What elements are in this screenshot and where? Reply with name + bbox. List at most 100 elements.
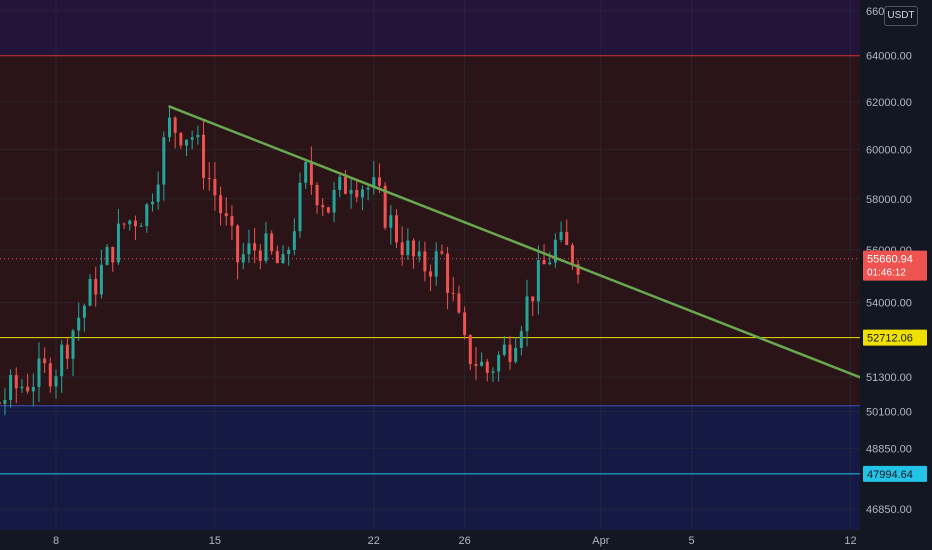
candle-body-up <box>338 176 342 191</box>
zone-middle <box>0 55 860 406</box>
price-tag-layer: 55660.94 01:46:12 52712.06 47994.64 <box>863 250 927 482</box>
candle-body-down <box>423 251 427 272</box>
candle-body-down <box>446 253 450 293</box>
candle-body-down <box>258 250 262 261</box>
price-tick-label: 51300.00 <box>866 372 912 384</box>
candle-body-down <box>133 220 137 227</box>
candle-body-down <box>224 213 228 217</box>
candle-body-up <box>264 233 268 261</box>
candle-body-up <box>105 246 109 265</box>
candle-body-up <box>434 251 438 277</box>
candle-body-up <box>82 305 86 318</box>
candle-body-up <box>332 190 336 213</box>
candle-body-up <box>247 243 251 255</box>
candle-body-up <box>298 182 302 232</box>
time-axis[interactable]: 8 15 22 26 Apr 5 12 <box>0 530 860 550</box>
price-tick-label: 64000.00 <box>866 51 912 63</box>
time-axis-panel <box>0 530 860 550</box>
candle-body-up <box>525 296 529 332</box>
yellow-level-tag: 52712.06 <box>863 329 927 346</box>
price-tick-label: 58000.00 <box>866 194 912 206</box>
candle-body-up <box>372 177 376 188</box>
candle-body-up <box>514 347 518 362</box>
candle-body-up <box>406 240 410 256</box>
candle-body-down <box>111 246 115 263</box>
candle-body-up <box>60 344 64 377</box>
candle-body-up <box>349 189 353 194</box>
candle-body-down <box>207 177 211 179</box>
time-tick-label: 15 <box>209 535 221 547</box>
candle-body-down <box>576 264 580 275</box>
candle-body-up <box>150 201 154 205</box>
candle-body-down <box>270 233 274 252</box>
candle-body-up <box>77 317 81 331</box>
candle-body-up <box>480 361 484 366</box>
candle-body-down <box>457 293 461 313</box>
price-tick-label: 60000.00 <box>866 145 912 157</box>
price-tick-label: 50100.00 <box>866 407 912 419</box>
candle-body-down <box>309 161 313 185</box>
candle-body-up <box>168 117 171 138</box>
candle-body-up <box>116 223 120 263</box>
candle-body-up <box>128 220 132 225</box>
candle-body-up <box>99 264 103 295</box>
candle-body-down <box>531 296 535 302</box>
candle-body-down <box>253 243 257 251</box>
currency-badge[interactable]: USDT <box>884 6 918 26</box>
time-tick-label: 22 <box>368 535 380 547</box>
candle-body-up <box>360 189 364 198</box>
candle-body-down <box>355 189 359 198</box>
candle-layer <box>0 106 580 416</box>
candle-body-up <box>196 134 200 138</box>
candle-body-up <box>536 260 540 302</box>
price-tick-label: 54000.00 <box>866 298 912 310</box>
candle-body-up <box>190 137 194 140</box>
candle-body-up <box>553 239 557 263</box>
last-price-tag-bg <box>863 250 927 281</box>
time-tick-label: Apr <box>592 535 609 547</box>
level-layer <box>0 55 860 475</box>
candle-body-up <box>281 254 285 264</box>
candle-body-up <box>9 374 13 400</box>
candle-body-down <box>412 240 416 257</box>
candle-body-down <box>173 117 177 133</box>
candle-body-down <box>343 176 347 194</box>
candle-body-down <box>377 177 381 186</box>
candle-body-up <box>54 376 58 387</box>
yellow-level-tag-text: 52712.06 <box>867 333 913 345</box>
candle-body-up <box>185 139 189 146</box>
zone-above-resistance <box>0 0 860 56</box>
candle-body-down <box>321 205 325 208</box>
candle-body-down <box>383 185 387 228</box>
candle-body-down <box>65 344 69 359</box>
candle-body-up <box>20 386 24 389</box>
candle-body-up <box>3 399 7 404</box>
candle-body-down <box>275 251 279 264</box>
candle-body-up <box>304 161 308 183</box>
candle-body-up <box>366 187 370 190</box>
cyan-level-tag: 47994.64 <box>863 465 927 482</box>
candle-body-up <box>559 231 563 240</box>
cyan-level-tag-text: 47994.64 <box>867 469 913 481</box>
candle-body-down <box>48 363 52 387</box>
candle-body-down <box>468 335 472 364</box>
last-price-tag: 55660.94 01:46:12 <box>863 250 927 281</box>
candle-body-down <box>0 402 1 404</box>
candle-body-up <box>139 225 143 227</box>
candle-body-down <box>14 374 18 389</box>
candle-body-up <box>287 249 291 255</box>
candle-body-down <box>213 178 217 196</box>
price-tick-label: 46850.00 <box>866 504 912 516</box>
candle-body-up <box>156 184 160 202</box>
candle-body-up <box>491 371 495 373</box>
last-price-tag-text: 01:46:12 <box>867 268 906 279</box>
candle-body-up <box>37 358 41 387</box>
candle-body-up <box>292 231 296 250</box>
candle-body-up <box>162 137 166 185</box>
zone-below-support <box>0 405 860 530</box>
candle-body-up <box>31 386 35 392</box>
grid-layer <box>0 0 860 530</box>
price-tick-label: 62000.00 <box>866 97 912 109</box>
